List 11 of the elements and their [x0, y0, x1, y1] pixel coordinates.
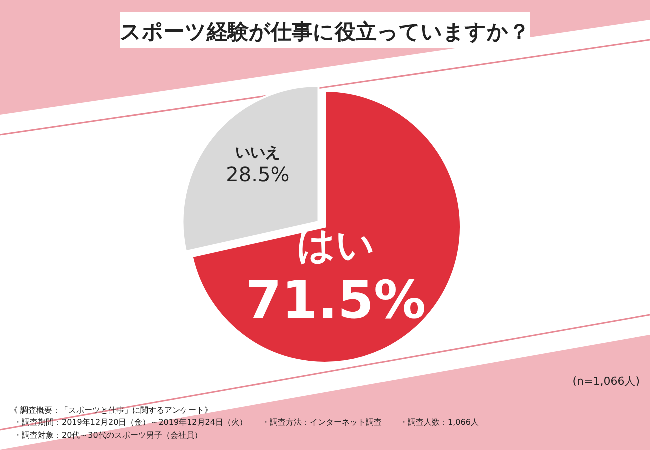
text: ・調査期間：2019年12月20日（金）～2019年12月24日（火） [14, 418, 248, 427]
text: 《 調査概要：「スポーツと仕事」に関するアンケート》 [10, 406, 213, 415]
text: ・調査対象：20代～30代のスポーツ男子（会社員） [14, 431, 202, 440]
slice-label: いいえ [235, 143, 280, 162]
data-label: 28.5% [226, 162, 290, 186]
chart-title: スポーツ経験が仕事に役立っていますか？ [120, 20, 530, 44]
slice-label: はい [296, 222, 375, 267]
text: (n=1,066人) [572, 375, 640, 388]
text: ・調査人数：1,066人 [400, 418, 479, 427]
text: ・調査方法：インターネット調査 [262, 418, 382, 427]
data-label: 71.5% [246, 270, 426, 331]
